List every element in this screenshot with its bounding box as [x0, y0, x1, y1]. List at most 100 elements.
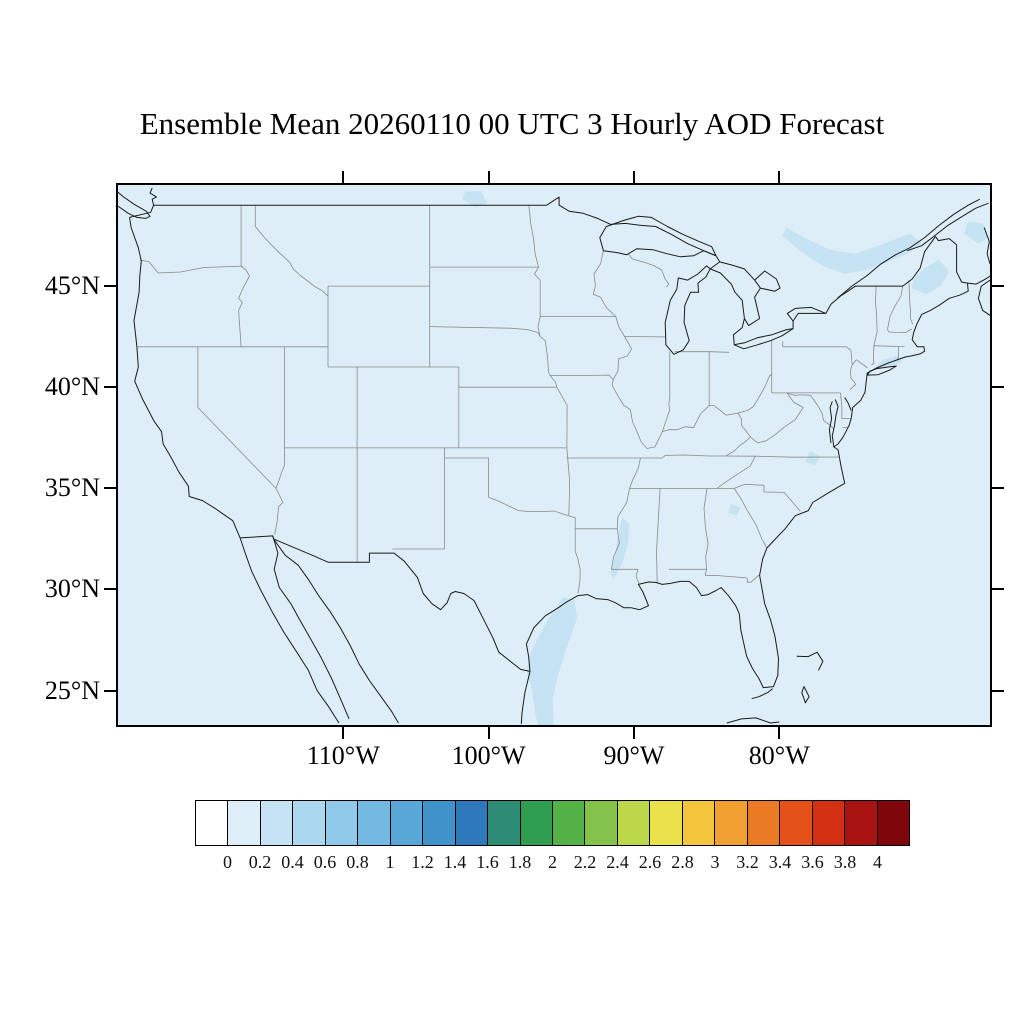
- colorbar-label: 0.2: [248, 852, 272, 872]
- colorbar-box: [715, 801, 748, 845]
- colorbar-label: 0: [223, 852, 232, 872]
- lat-tick-left: [104, 487, 118, 490]
- state-border-line: [254, 205, 329, 297]
- state-border-line: [568, 515, 581, 594]
- coastline: [734, 328, 794, 346]
- coastline: [599, 215, 717, 258]
- lon-tick-label: 110°W: [306, 741, 380, 770]
- coastline: [828, 401, 833, 443]
- coastline: [520, 671, 531, 725]
- state-border-line: [737, 373, 772, 414]
- coastline: [129, 196, 969, 689]
- state-border-line: [856, 359, 868, 369]
- lat-tick-left: [104, 588, 118, 591]
- coastline: [796, 651, 824, 671]
- state-border-line: [849, 359, 857, 390]
- lon-tick-label: 80°W: [748, 741, 810, 770]
- colorbar-label: 2.6: [638, 852, 662, 872]
- lon-tick-top: [632, 171, 635, 185]
- colorbar-box: [520, 801, 553, 845]
- colorbar-box: [682, 801, 716, 845]
- aod-enhanced-patch: [526, 597, 578, 725]
- forecast-map: [118, 185, 990, 725]
- colorbar-box: [650, 801, 683, 845]
- colorbar-label: 1.8: [508, 852, 532, 872]
- colorbar-label: 3: [710, 852, 720, 872]
- state-border-line: [445, 457, 569, 517]
- colorbar-box: [293, 801, 326, 845]
- aod-enhanced-patch: [610, 516, 630, 580]
- state-border-line: [611, 336, 648, 449]
- aod-enhanced-patch: [728, 503, 740, 516]
- state-border-line: [674, 351, 730, 353]
- colorbar-box: [812, 801, 846, 845]
- state-border-line: [549, 375, 558, 388]
- colorbar: [195, 800, 910, 846]
- state-border-line: [661, 351, 671, 432]
- colorbar-label: 0.4: [281, 852, 304, 872]
- colorbar-box: [455, 801, 489, 845]
- state-border-line: [897, 346, 899, 361]
- colorbar-box: [423, 801, 456, 845]
- state-border-line: [733, 488, 768, 549]
- lat-tick-left: [104, 386, 118, 389]
- state-border-line: [908, 280, 914, 325]
- state-border-line: [611, 568, 640, 585]
- colorbar-box: [358, 801, 391, 845]
- aod-enhanced-patch: [911, 259, 950, 295]
- lon-tick-bottom: [632, 725, 635, 739]
- aod-enhanced-patch: [963, 221, 989, 244]
- colorbar-box: [325, 801, 359, 845]
- colorbar-label: 2: [548, 852, 557, 872]
- lat-tick-right: [990, 588, 1004, 591]
- colorbar-box: [617, 801, 651, 845]
- colorbar-box: [877, 801, 909, 845]
- colorbar-label: 0.6: [313, 852, 337, 872]
- state-border-line: [611, 457, 641, 570]
- state-border-line: [566, 447, 570, 516]
- state-border-line: [782, 341, 853, 366]
- state-border-line: [556, 387, 568, 448]
- state-border-line: [842, 426, 849, 429]
- coastline: [272, 535, 350, 720]
- state-border-line: [887, 285, 904, 333]
- lat-tick-label: 35°N: [44, 473, 100, 503]
- chart-title: Ensemble Mean 20260110 00 UTC 3 Hourly A…: [139, 106, 885, 141]
- lon-tick-top: [778, 171, 781, 185]
- state-border-line: [725, 455, 840, 458]
- lat-tick-label: 40°N: [44, 372, 100, 402]
- lat-tick-label: 25°N: [44, 675, 100, 705]
- lon-tick-label: 100°W: [451, 741, 526, 770]
- lat-tick-right: [990, 689, 1004, 692]
- state-border-line: [429, 326, 541, 337]
- colorbar-label: 1.2: [411, 852, 434, 872]
- colorbar-label: 4: [873, 852, 882, 872]
- colorbar-box: [196, 801, 229, 845]
- state-border-line: [888, 328, 912, 333]
- coastline: [866, 365, 897, 376]
- coastline: [149, 187, 157, 206]
- colorbar-label: 0.8: [346, 852, 369, 872]
- state-border-line: [534, 266, 541, 317]
- lon-tick-bottom: [778, 725, 781, 739]
- coastline: [273, 538, 399, 724]
- colorbar-label: 2.4: [606, 852, 629, 872]
- colorbar-box: [845, 801, 878, 845]
- coastline: [907, 202, 989, 252]
- state-border-line: [713, 405, 751, 438]
- coastline: [801, 686, 810, 704]
- coastline: [239, 537, 340, 724]
- lat-tick-left: [104, 689, 118, 692]
- state-border-line: [786, 392, 835, 429]
- colorbar-label: 3.8: [833, 852, 857, 872]
- colorbar-label: 1: [385, 852, 395, 872]
- state-border-line: [716, 456, 756, 489]
- coastline: [844, 397, 852, 411]
- state-border-line: [592, 250, 625, 337]
- state-border-line: [537, 316, 551, 376]
- coastline: [967, 275, 990, 285]
- lon-tick-top: [487, 171, 490, 185]
- colorbar-box: [552, 801, 586, 845]
- state-border-line: [275, 447, 285, 489]
